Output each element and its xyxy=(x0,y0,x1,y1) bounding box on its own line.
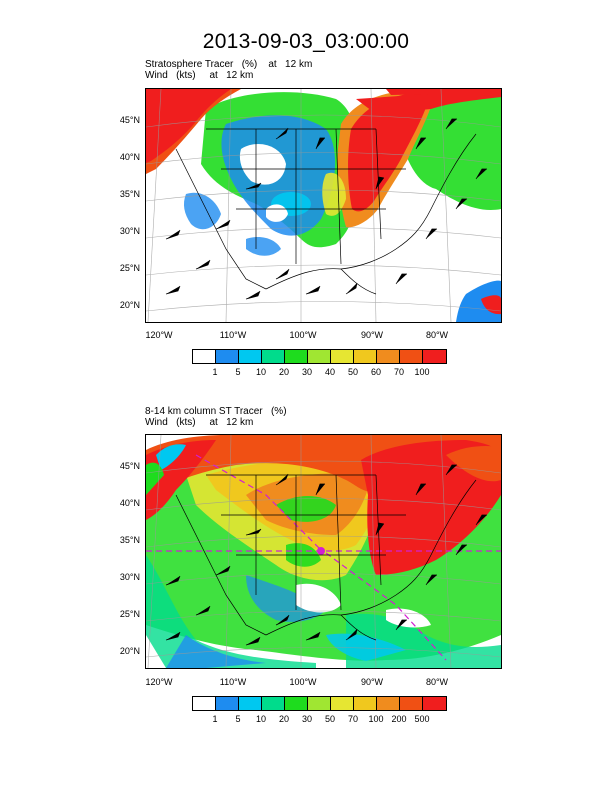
colorbar-swatch xyxy=(354,350,377,363)
colorbar-label: 60 xyxy=(370,367,381,377)
map-canvas-2 xyxy=(146,435,501,668)
panel1-lon-label: 80°W xyxy=(425,330,449,340)
map-canvas-1 xyxy=(146,89,501,322)
map-panel-column-st-tracer xyxy=(145,434,502,669)
panel2-lon-label: 80°W xyxy=(425,677,449,687)
panel1-lon-label: 90°W xyxy=(360,330,384,340)
colorbar-label: 1 xyxy=(212,367,218,377)
colorbar-label: 100 xyxy=(368,714,384,724)
colorbar-swatch xyxy=(400,697,423,710)
colorbar-swatch xyxy=(331,350,354,363)
panel1-title-line2: Wind (kts) at 12 km xyxy=(145,70,254,81)
colorbar-label: 5 xyxy=(235,714,241,724)
colorbar-label: 1 xyxy=(212,714,218,724)
panel2-lon-label: 100°W xyxy=(289,677,317,687)
panel1-lon-label: 100°W xyxy=(289,330,317,340)
colorbar-swatch xyxy=(331,697,354,710)
panel1-lat-label: 20°N xyxy=(119,300,140,310)
panel1-lat-label: 45°N xyxy=(119,115,140,125)
panel2-title-line1: 8-14 km column ST Tracer (%) xyxy=(145,406,287,417)
colorbar-swatch xyxy=(377,697,400,710)
colorbar-label: 50 xyxy=(347,367,358,377)
colorbar-swatch xyxy=(354,697,377,710)
panel1-lon-label: 120°W xyxy=(145,330,173,340)
colorbar-swatch xyxy=(400,350,423,363)
colorbar-swatch xyxy=(262,697,285,710)
colorbar-swatch xyxy=(285,697,308,710)
panel2-lat-label: 30°N xyxy=(119,572,140,582)
colorbar-swatch xyxy=(308,697,331,710)
colorbar-swatch xyxy=(377,350,400,363)
panel2-lon-label: 120°W xyxy=(145,677,173,687)
colorbar-swatch xyxy=(193,697,216,710)
colorbar-swatch xyxy=(239,350,262,363)
panel2-lon-label: 90°W xyxy=(360,677,384,687)
colorbar-swatch xyxy=(193,350,216,363)
panel2-lat-label: 40°N xyxy=(119,498,140,508)
colorbar-swatch xyxy=(423,697,446,710)
colorbar-label: 20 xyxy=(278,367,289,377)
panel2-title-line2: Wind (kts) at 12 km xyxy=(145,417,254,428)
colorbar-swatch xyxy=(285,350,308,363)
colorbar-swatch xyxy=(216,350,239,363)
colorbar-swatch xyxy=(423,350,446,363)
colorbar-label: 10 xyxy=(255,714,266,724)
panel1-lon-label: 110°W xyxy=(219,330,247,340)
colorbar-label: 30 xyxy=(301,714,312,724)
colorbar-swatch xyxy=(216,697,239,710)
panel1-lat-label: 30°N xyxy=(119,226,140,236)
colorbar-label: 20 xyxy=(278,714,289,724)
colorbar-label: 5 xyxy=(235,367,241,377)
colorbar-label: 500 xyxy=(414,714,430,724)
colorbar-label: 50 xyxy=(324,714,335,724)
colorbar-label: 10 xyxy=(255,367,266,377)
colorbar-column-st-tracer xyxy=(192,696,447,711)
colorbar-swatch xyxy=(239,697,262,710)
colorbar-swatch xyxy=(262,350,285,363)
figure-title: 2013-09-03_03:00:00 xyxy=(202,30,410,53)
panel2-lon-label: 110°W xyxy=(219,677,247,687)
map-panel-stratosphere-tracer xyxy=(145,88,502,323)
panel1-lat-label: 25°N xyxy=(119,263,140,273)
colorbar-label: 30 xyxy=(301,367,312,377)
panel2-lat-label: 35°N xyxy=(119,535,140,545)
panel1-lat-label: 35°N xyxy=(119,189,140,199)
marker-point xyxy=(317,547,325,555)
colorbar-label: 70 xyxy=(393,367,404,377)
panel1-title-line1: Stratosphere Tracer (%) at 12 km xyxy=(145,59,313,70)
colorbar-label: 100 xyxy=(414,367,430,377)
panel1-lat-label: 40°N xyxy=(119,152,140,162)
panel2-lat-label: 45°N xyxy=(119,461,140,471)
colorbar-label: 200 xyxy=(391,714,407,724)
colorbar-label: 40 xyxy=(324,367,335,377)
panel2-lat-label: 20°N xyxy=(119,646,140,656)
colorbar-stratosphere-tracer xyxy=(192,349,447,364)
colorbar-label: 70 xyxy=(347,714,358,724)
colorbar-swatch xyxy=(308,350,331,363)
panel2-lat-label: 25°N xyxy=(119,609,140,619)
